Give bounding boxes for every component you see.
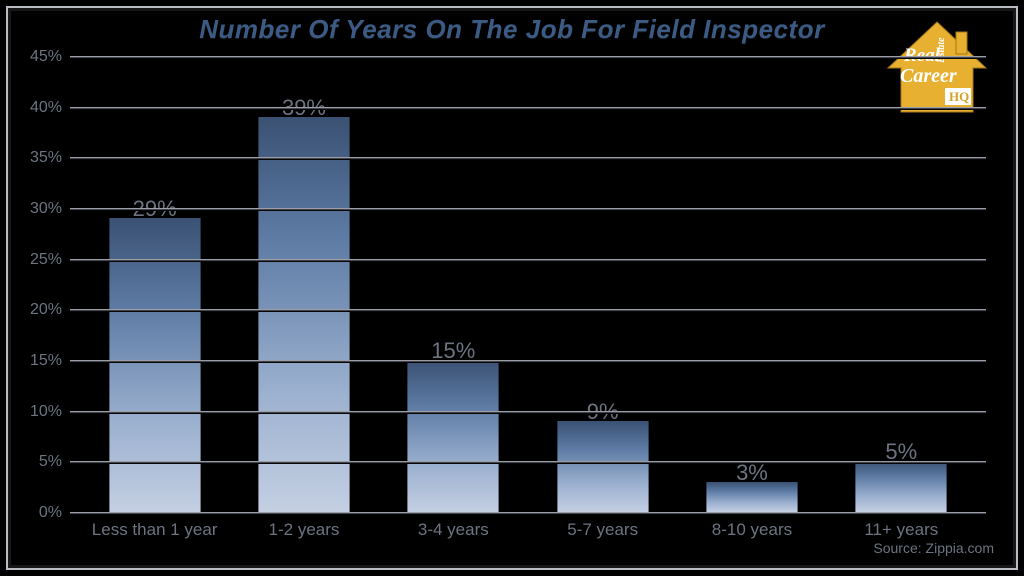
x-axis-label: 3-4 years bbox=[418, 520, 489, 540]
y-axis-label: 40% bbox=[30, 99, 62, 117]
bar-slot: 3%8-10 years bbox=[677, 56, 826, 512]
chart-frame: Number Of Years On The Job For Field Ins… bbox=[6, 6, 1018, 570]
gridline: 25% bbox=[70, 259, 986, 262]
gridline: 0% bbox=[70, 512, 986, 515]
x-axis-label: 11+ years bbox=[864, 520, 938, 540]
source-label: Source: Zippia.com bbox=[873, 540, 994, 556]
y-axis-label: 5% bbox=[39, 453, 62, 471]
y-axis-label: 0% bbox=[39, 504, 62, 522]
bar-slot: 9%5-7 years bbox=[528, 56, 677, 512]
x-axis-label: 8-10 years bbox=[712, 520, 792, 540]
x-axis-label: 5-7 years bbox=[567, 520, 638, 540]
y-axis-label: 25% bbox=[30, 251, 62, 269]
bar bbox=[855, 461, 947, 512]
y-axis-label: 15% bbox=[30, 352, 62, 370]
gridline: 5% bbox=[70, 461, 986, 464]
bar-slot: 15%3-4 years bbox=[379, 56, 528, 512]
gridline: 10% bbox=[70, 411, 986, 414]
bar bbox=[258, 117, 350, 512]
bar bbox=[557, 421, 649, 512]
x-axis-label: 1-2 years bbox=[269, 520, 340, 540]
bar bbox=[706, 482, 798, 512]
y-axis-label: 20% bbox=[30, 301, 62, 319]
bar-slot: 39%1-2 years bbox=[229, 56, 378, 512]
gridline: 40% bbox=[70, 107, 986, 110]
gridline: 45% bbox=[70, 56, 986, 59]
bar-slot: 5%11+ years bbox=[827, 56, 976, 512]
bar bbox=[407, 360, 499, 512]
y-axis-label: 30% bbox=[30, 200, 62, 218]
gridline: 35% bbox=[70, 157, 986, 160]
x-axis-label: Less than 1 year bbox=[92, 520, 218, 540]
bars-container: 29%Less than 1 year39%1-2 years15%3-4 ye… bbox=[70, 56, 986, 512]
gridline: 20% bbox=[70, 309, 986, 312]
y-axis-label: 10% bbox=[30, 403, 62, 421]
plot-area: 29%Less than 1 year39%1-2 years15%3-4 ye… bbox=[70, 56, 986, 512]
y-axis-label: 35% bbox=[30, 149, 62, 167]
bar bbox=[109, 218, 201, 512]
bar-slot: 29%Less than 1 year bbox=[80, 56, 229, 512]
gridline: 30% bbox=[70, 208, 986, 211]
y-axis-label: 45% bbox=[30, 48, 62, 66]
gridline: 15% bbox=[70, 360, 986, 363]
chart-title: Number Of Years On The Job For Field Ins… bbox=[8, 14, 1016, 45]
